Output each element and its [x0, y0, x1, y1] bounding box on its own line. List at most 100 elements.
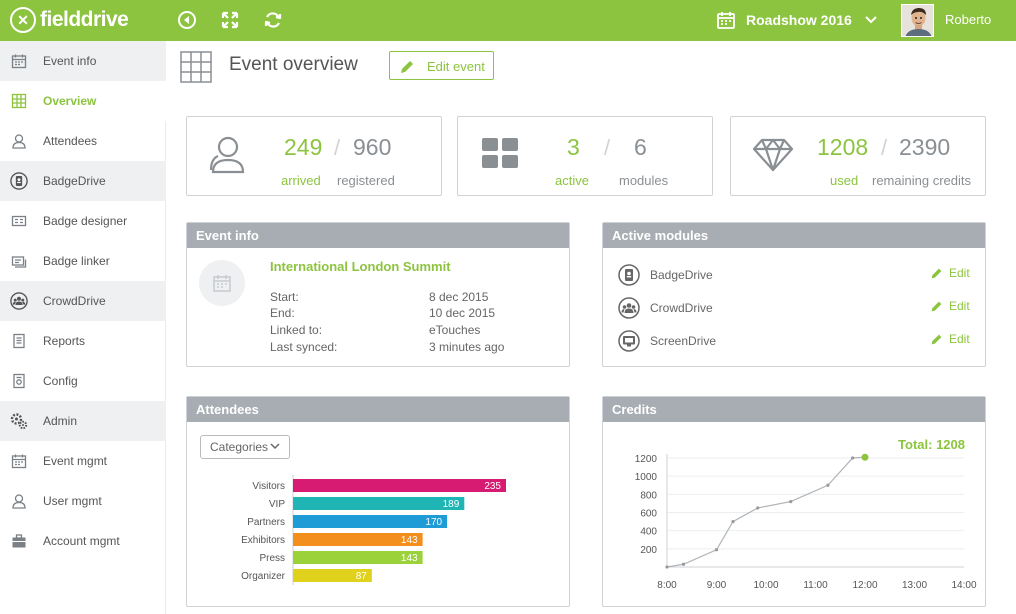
y-tick-label: 200 — [640, 545, 657, 556]
pencil-icon — [931, 301, 942, 311]
sidebar-item-account-mgmt[interactable]: Account mgmt — [0, 521, 166, 561]
bar — [293, 533, 423, 546]
sidebar-item-label: Badge designer — [43, 214, 128, 228]
module-edit-button[interactable]: Edit — [930, 299, 970, 313]
sidebar-item-reports[interactable]: Reports — [0, 321, 166, 361]
page-title: Event overview — [229, 54, 358, 75]
pencil-icon — [931, 334, 942, 344]
sidebar-item-event-info[interactable]: Event info — [0, 41, 166, 81]
chevron-down-icon — [865, 16, 877, 24]
attendees-bar-chart: Visitors 235 VIP 189 Partners 170 Exhibitors 14… — [241, 475, 506, 585]
last-synced-value: 3 minutes ago — [429, 340, 505, 354]
person-icon — [10, 132, 28, 150]
panel-heading: Credits — [603, 397, 985, 422]
event-info-panel: Event info International London Summit S… — [186, 222, 570, 367]
credits-panel: Credits Total: 1208 200 400 600 800 1000 1200… — [602, 396, 986, 607]
sidebar-item-attendees[interactable]: Attendees — [0, 121, 166, 161]
sidebar-item-label: Account mgmt — [43, 534, 120, 548]
data-point — [714, 548, 719, 552]
pencil-icon — [931, 268, 942, 278]
event-calendar-icon — [199, 260, 245, 306]
logo[interactable]: ✕ fielddrive — [10, 7, 129, 33]
sidebar-item-config[interactable]: Config — [0, 361, 166, 401]
categories-dropdown[interactable]: Categories — [200, 435, 290, 459]
sidebar-item-badgedrive[interactable]: BadgeDrive — [0, 161, 166, 201]
bar — [293, 569, 372, 582]
bar-category-label: Press — [259, 553, 285, 564]
y-tick-label: 600 — [640, 509, 657, 520]
registered-label: registered — [337, 173, 395, 188]
module-row: CrowdDrive Edit — [603, 293, 985, 323]
last-synced-label: Last synced: — [270, 340, 338, 354]
data-point — [665, 565, 669, 569]
x-tick-label: 12:00 — [852, 580, 877, 591]
y-tick-label: 800 — [640, 490, 657, 501]
edit-event-button[interactable]: Edit event — [389, 51, 494, 80]
sidebar-item-label: Overview — [43, 94, 97, 108]
sidebar-item-label: BadgeDrive — [43, 174, 106, 188]
attendees-stat-card: 249 / 960 arrived registered — [186, 116, 442, 196]
sidebar-item-label: User mgmt — [43, 494, 102, 508]
credits-total: Total: 1208 — [898, 437, 965, 452]
config-icon — [10, 372, 28, 390]
sidebar-item-label: Reports — [43, 334, 86, 348]
credits-used-count: 1208 — [817, 134, 869, 160]
briefcase-icon — [10, 532, 28, 550]
sidebar-item-crowddrive[interactable]: CrowdDrive — [0, 281, 166, 321]
x-tick-label: 9:00 — [707, 580, 727, 591]
back-icon[interactable] — [177, 10, 197, 30]
used-label: used — [830, 173, 859, 188]
user-name[interactable]: Roberto — [945, 12, 992, 27]
module-edit-button[interactable]: Edit — [930, 266, 970, 280]
active-modules-panel: Active modules BadgeDrive Edit CrowdDriv… — [602, 222, 986, 367]
categories-dropdown-value: Categories — [210, 440, 269, 454]
event-name: International London Summit — [270, 259, 451, 274]
module-edit-label: Edit — [949, 332, 970, 346]
bar-value-label: 235 — [484, 481, 501, 492]
active-modules-count: 3 — [567, 134, 580, 160]
module-row: ScreenDrive Edit — [603, 326, 985, 356]
link-card-icon — [10, 252, 28, 270]
modules-grid-icon — [482, 138, 518, 168]
module-edit-button[interactable]: Edit — [930, 332, 970, 346]
arrived-count: 249 — [284, 134, 323, 160]
start-label: Start: — [270, 290, 299, 304]
panel-heading: Event info — [187, 223, 569, 248]
data-point — [681, 562, 686, 566]
credits-remaining-count: 2390 — [899, 134, 951, 160]
separator: / — [881, 135, 888, 160]
x-tick-label: 14:00 — [951, 580, 976, 591]
calendar-icon — [10, 52, 28, 70]
module-edit-label: Edit — [949, 299, 970, 313]
badge-icon — [618, 264, 640, 286]
panel-heading: Active modules — [603, 223, 985, 248]
module-edit-label: Edit — [949, 266, 970, 280]
person-icon — [209, 136, 245, 174]
sidebar-item-label: CrowdDrive — [43, 294, 106, 308]
y-tick-label: 1000 — [635, 472, 658, 483]
bar-category-label: VIP — [269, 499, 285, 510]
sidebar-item-label: Event mgmt — [43, 454, 108, 468]
sidebar-item-event-mgmt[interactable]: Event mgmt — [0, 441, 166, 481]
avatar[interactable] — [901, 4, 934, 37]
sidebar-item-badge-designer[interactable]: Badge designer — [0, 201, 166, 241]
badge-icon — [10, 172, 28, 190]
data-point — [731, 519, 735, 524]
sidebar-item-badge-linker[interactable]: Badge linker — [0, 241, 166, 281]
bar-value-label: 189 — [443, 499, 460, 510]
refresh-icon[interactable] — [263, 10, 283, 30]
active-label: active — [555, 173, 589, 188]
event-selector[interactable]: Roadshow 2016 — [716, 8, 878, 32]
top-bar: ✕ fielddrive Roadshow 2016 Roberto — [0, 0, 1016, 41]
arrived-label: arrived — [281, 173, 321, 188]
bar-value-label: 87 — [356, 571, 368, 582]
edit-event-label: Edit event — [427, 59, 485, 74]
bar-category-label: Partners — [247, 517, 285, 528]
fullscreen-icon[interactable] — [220, 10, 240, 30]
crowd-icon — [618, 297, 640, 319]
event-name: Roadshow 2016 — [746, 12, 852, 28]
end-value: 10 dec 2015 — [429, 306, 496, 320]
sidebar-item-overview[interactable]: Overview — [0, 81, 166, 121]
sidebar-item-user-mgmt[interactable]: User mgmt — [0, 481, 166, 521]
sidebar-item-admin[interactable]: Admin — [0, 401, 166, 441]
